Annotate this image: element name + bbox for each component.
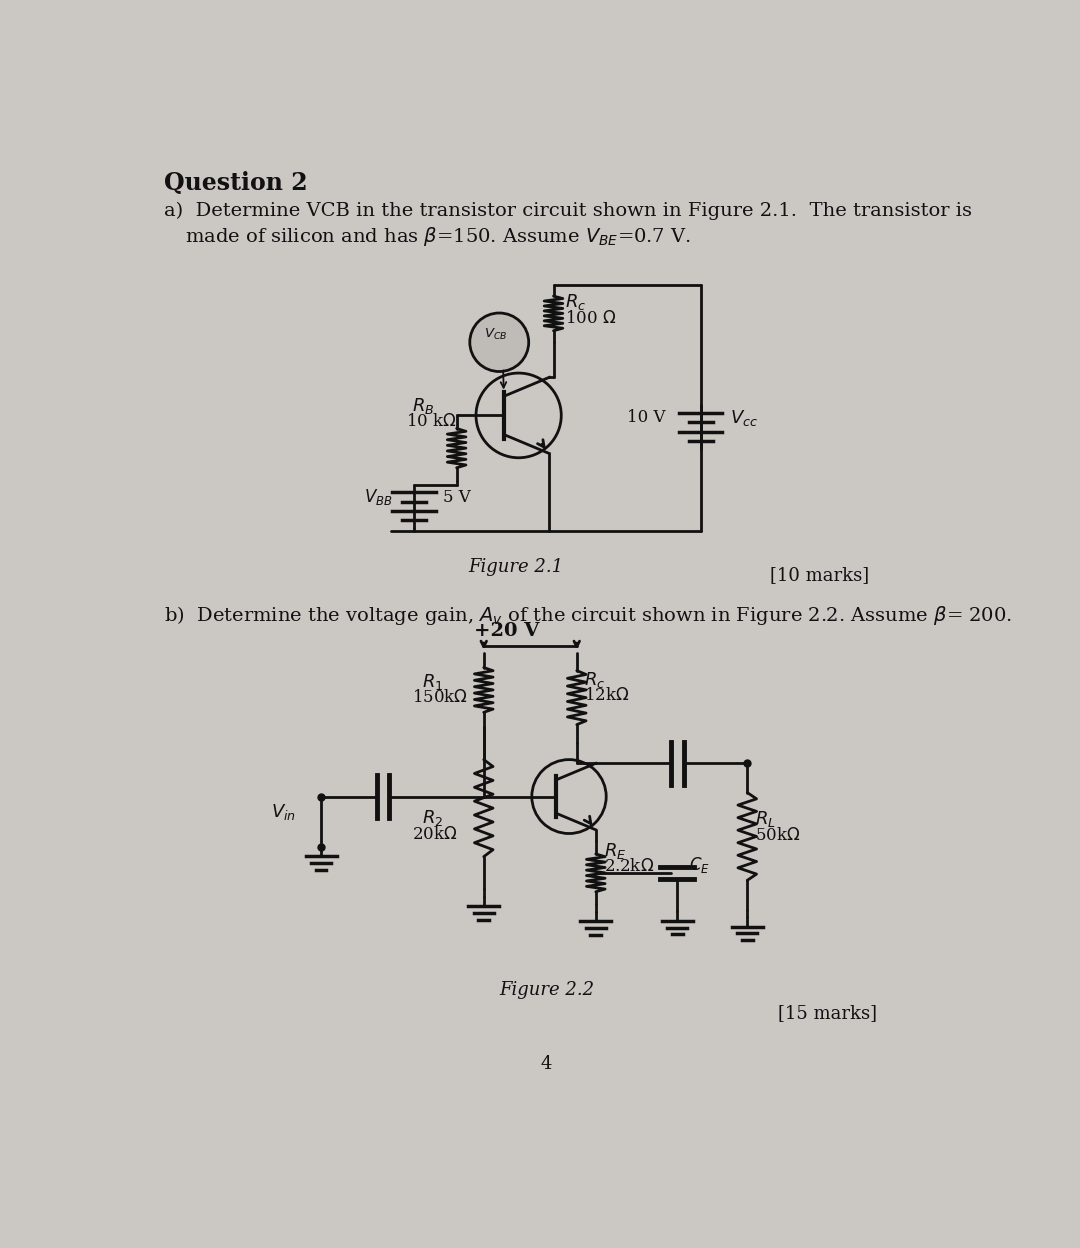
Text: $R_E$: $R_E$ — [604, 841, 626, 861]
Text: +20 V: +20 V — [474, 623, 540, 640]
Text: Figure 2.2: Figure 2.2 — [499, 981, 594, 1000]
Text: $R_2$: $R_2$ — [422, 809, 443, 829]
Text: a)  Determine VCB in the transistor circuit shown in Figure 2.1.  The transistor: a) Determine VCB in the transistor circu… — [164, 202, 972, 221]
Text: 12k$\Omega$: 12k$\Omega$ — [584, 688, 630, 704]
Text: $R_c$: $R_c$ — [565, 292, 586, 312]
Text: b)  Determine the voltage gain, $A_v$ of the circuit shown in Figure 2.2. Assume: b) Determine the voltage gain, $A_v$ of … — [164, 604, 1013, 626]
Text: [15 marks]: [15 marks] — [779, 1005, 877, 1022]
Text: $R_c$: $R_c$ — [584, 669, 606, 689]
Text: 4: 4 — [540, 1055, 552, 1072]
Text: $R_L$: $R_L$ — [755, 810, 775, 830]
Circle shape — [470, 313, 529, 372]
Text: made of silicon and has $\beta$=150. Assume $V_{BE}$=0.7 V.: made of silicon and has $\beta$=150. Ass… — [186, 225, 691, 248]
Text: $C_E$: $C_E$ — [689, 855, 710, 875]
Text: [10 marks]: [10 marks] — [770, 565, 869, 584]
Text: $R_B$: $R_B$ — [411, 396, 434, 416]
Text: 20k$\Omega$: 20k$\Omega$ — [413, 826, 458, 842]
Text: 10 k$\Omega$: 10 k$\Omega$ — [406, 413, 457, 431]
Text: 50k$\Omega$: 50k$\Omega$ — [755, 827, 800, 844]
Text: Question 2: Question 2 — [164, 171, 308, 196]
Text: 150k$\Omega$: 150k$\Omega$ — [413, 689, 469, 706]
Text: 5 V: 5 V — [444, 488, 471, 505]
Text: 10 V: 10 V — [627, 409, 665, 427]
Text: Figure 2.1: Figure 2.1 — [469, 558, 564, 575]
Text: $R_1$: $R_1$ — [422, 671, 443, 691]
Text: $V_{in}$: $V_{in}$ — [271, 802, 296, 822]
Text: 100 $\Omega$: 100 $\Omega$ — [565, 310, 617, 327]
Text: 2.2k$\Omega$: 2.2k$\Omega$ — [604, 859, 653, 875]
Text: $V_{BB}$: $V_{BB}$ — [364, 487, 392, 507]
Text: $V_{CB}$: $V_{CB}$ — [484, 327, 508, 342]
Text: $V_{cc}$: $V_{cc}$ — [730, 408, 758, 428]
